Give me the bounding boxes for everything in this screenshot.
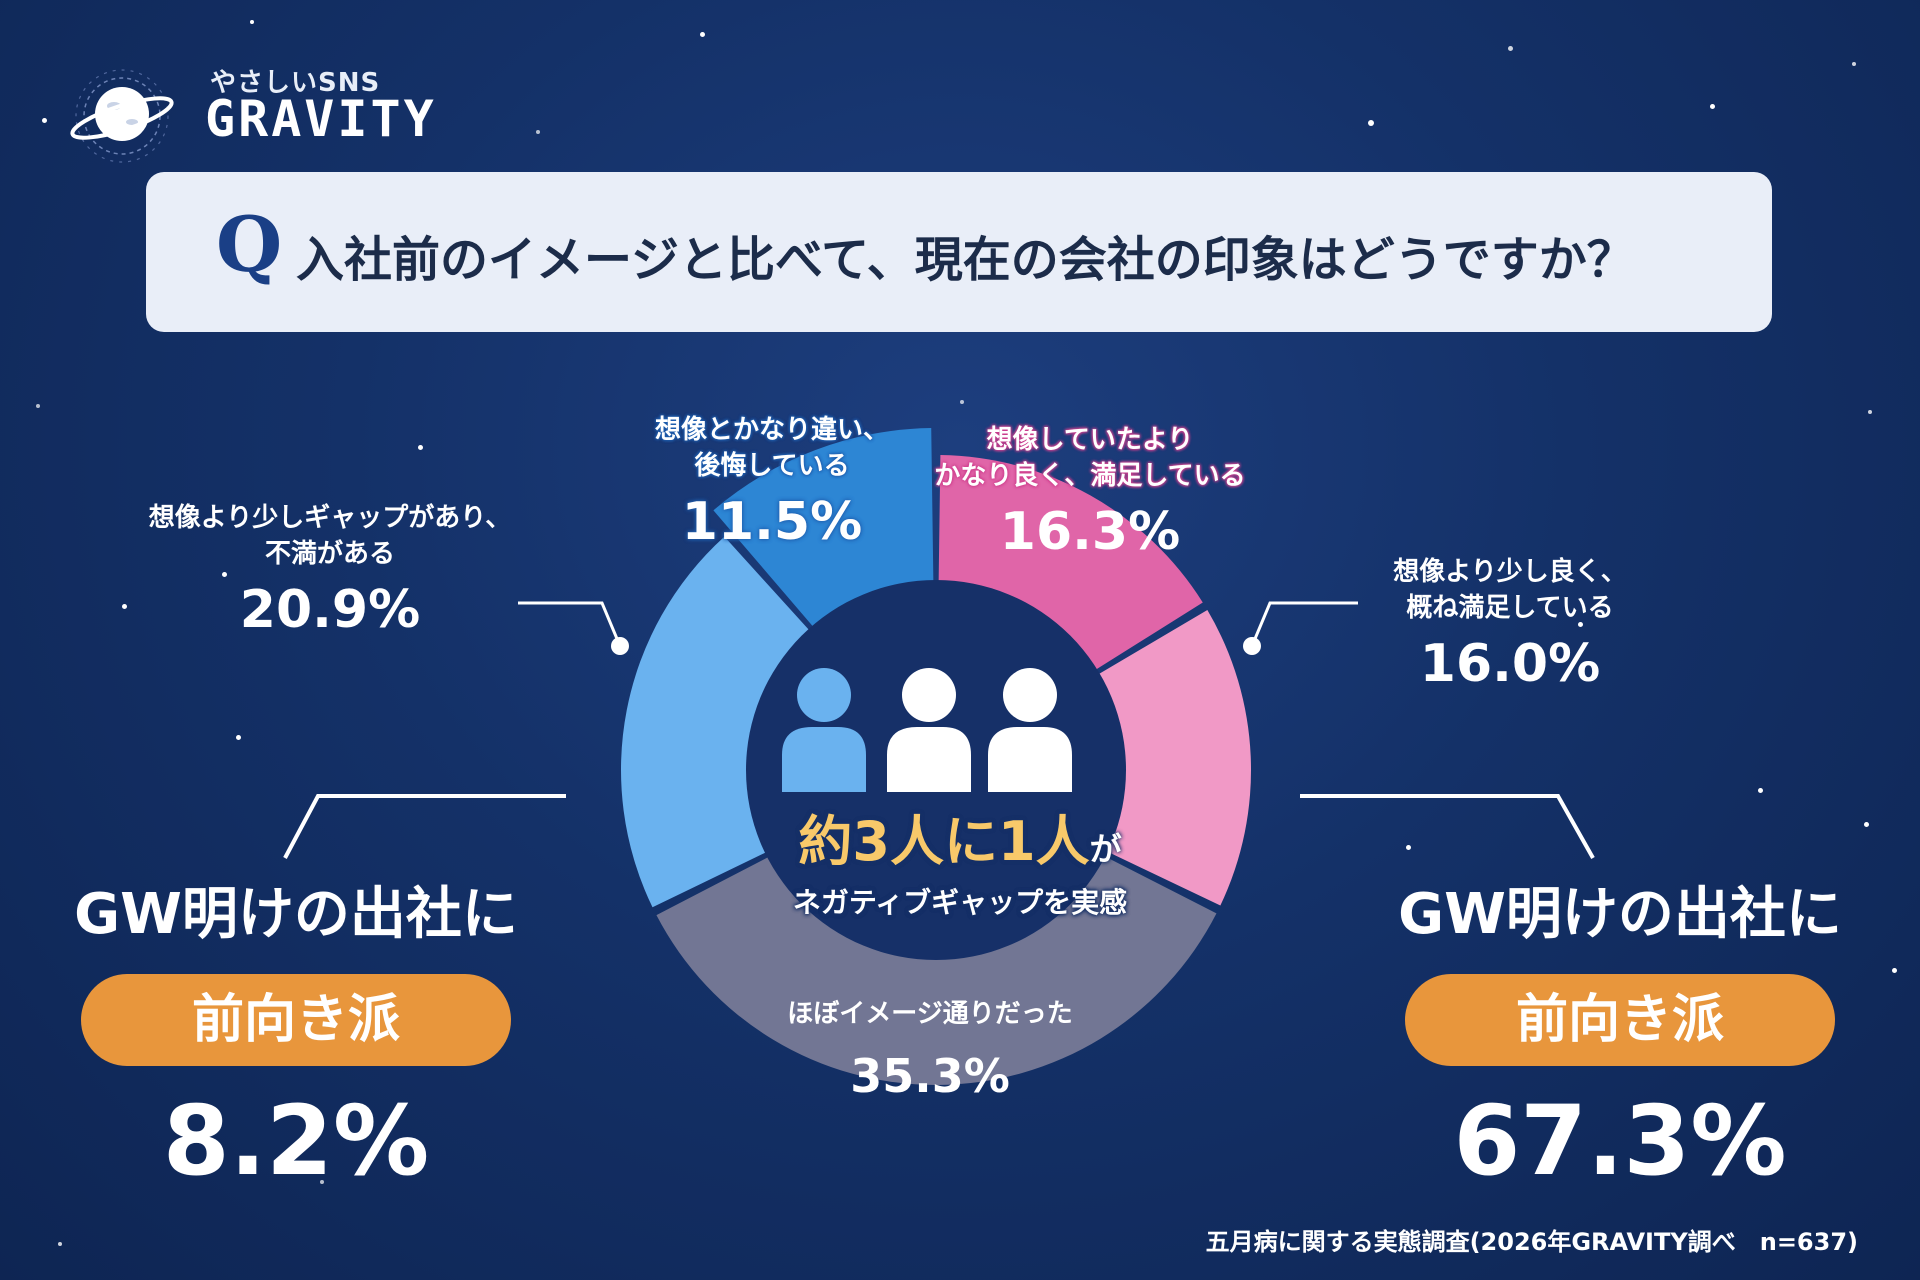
right-group-badge: 前向き派	[1405, 974, 1835, 1066]
people-icon	[782, 668, 1072, 792]
star	[1868, 410, 1872, 414]
star	[1758, 788, 1763, 793]
label-much-better-line-1: 想像していたより	[986, 425, 1194, 455]
star	[236, 735, 241, 740]
star	[1406, 845, 1411, 850]
leader-dot-right	[1243, 637, 1261, 655]
leader-line-left-upper	[518, 601, 622, 647]
slice-slight-gap	[620, 536, 816, 908]
star	[1892, 968, 1897, 973]
star	[58, 1242, 62, 1246]
label-slight-gap-line-1: 想像より少しギャップがあり、	[148, 503, 512, 533]
planet-logo-icon	[70, 69, 174, 163]
left-group: GW明けの出社に 前向き派 8.2%	[66, 880, 526, 1196]
leader-line-right-upper	[1250, 601, 1358, 647]
label-very-different: 想像とかなり違い、 後悔している 11.5%	[582, 412, 962, 554]
value-much-better: 16.3%	[999, 502, 1181, 562]
star	[536, 130, 540, 134]
center-prefix: 約	[798, 810, 853, 873]
logo-title: GRAVITY	[205, 90, 437, 148]
logo: やさしいSNS GRAVITY	[60, 60, 434, 170]
label-very-different-line-2: 後悔している	[694, 451, 850, 481]
center-number-2: 1	[997, 810, 1036, 873]
right-group: GW明けの出社に 前向き派 67.3%	[1390, 880, 1850, 1196]
right-group-value: 67.3%	[1453, 1085, 1787, 1197]
star	[122, 604, 127, 609]
left-group-badge: 前向き派	[81, 974, 511, 1066]
left-group-value: 8.2%	[162, 1085, 430, 1197]
center-particle: が	[1089, 830, 1122, 868]
star	[36, 404, 40, 408]
bracket-left	[283, 794, 566, 859]
star	[42, 118, 47, 123]
question-text: 入社前のイメージと比べて、現在の会社の印象はどうですか？	[296, 232, 1635, 288]
leader-dot-left	[611, 637, 629, 655]
logo-subtitle: やさしいSNS	[210, 68, 381, 98]
star	[222, 572, 227, 577]
star	[1368, 120, 1374, 126]
center-subtext: ネガティブギャップを実感	[792, 886, 1128, 919]
bracket-right	[1300, 794, 1595, 859]
star	[1864, 822, 1869, 827]
star	[1852, 62, 1856, 66]
star	[1710, 104, 1715, 109]
star	[1578, 622, 1583, 627]
value-as-expected: 35.3%	[850, 1049, 1010, 1103]
center-unit-1: 人に	[889, 810, 998, 873]
star	[320, 1180, 324, 1184]
right-group-head: GW明けの出社に	[1398, 882, 1842, 947]
label-slight-gap: 想像より少しギャップがあり、 不満がある 20.9%	[110, 500, 550, 642]
slice-very-different	[713, 428, 934, 634]
star	[418, 445, 423, 450]
label-much-better: 想像していたより かなり良く、満足している 16.3%	[880, 422, 1300, 564]
question-mark: Q	[216, 200, 283, 289]
value-slight-gap: 20.9%	[239, 580, 421, 640]
label-slightly-better: 想像より少し良く、 概ね満足している 16.0%	[1330, 554, 1690, 696]
value-very-different: 11.5%	[681, 492, 863, 552]
slice-as-expected	[656, 851, 1217, 1086]
label-as-expected-line-1: ほぼイメージ通りだった	[787, 999, 1073, 1029]
star	[700, 32, 705, 37]
label-slightly-better-line-1: 想像より少し良く、	[1393, 557, 1627, 587]
value-slightly-better: 16.0%	[1419, 634, 1601, 694]
center-headline: 約3人に1人が	[700, 810, 1220, 881]
label-slightly-better-line-2: 概ね満足している	[1406, 593, 1614, 623]
center-callout: 約3人に1人が ネガティブギャップを実感	[700, 810, 1220, 921]
footer-source: 五月病に関する実態調査(2026年GRAVITY調べ n=637)	[1205, 1228, 1858, 1256]
label-very-different-line-1: 想像とかなり違い、	[654, 415, 889, 445]
label-slight-gap-line-2: 不満がある	[264, 539, 395, 569]
label-as-expected: ほぼイメージ通りだった 35.3%	[710, 996, 1150, 1108]
slice-slightly-better	[1091, 610, 1251, 906]
slice-much-better	[938, 455, 1203, 675]
star	[1508, 46, 1513, 51]
question-box: Q 入社前のイメージと比べて、現在の会社の印象はどうですか？	[146, 172, 1772, 332]
star	[960, 400, 964, 404]
left-group-head: GW明けの出社に	[74, 882, 518, 947]
center-unit-2: 人	[1035, 810, 1090, 873]
star	[250, 20, 254, 24]
center-number-1: 3	[852, 810, 890, 873]
label-much-better-line-2: かなり良く、満足している	[934, 461, 1246, 491]
